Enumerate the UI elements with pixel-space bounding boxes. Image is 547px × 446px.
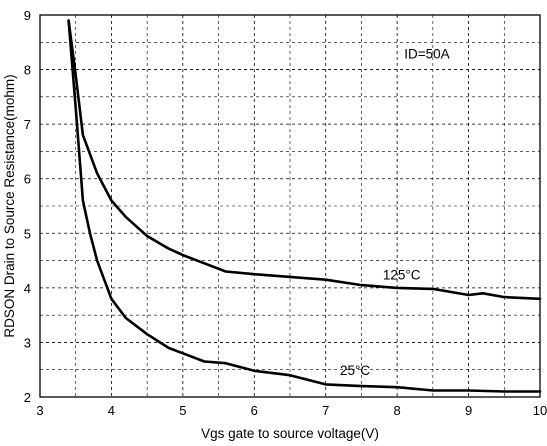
annotation-label: 25°C [340, 363, 370, 378]
y-tick-label: 2 [24, 390, 31, 405]
x-tick-label: 7 [322, 403, 329, 418]
annotations: ID=50A 125°C 25°C [340, 47, 450, 379]
series-line-25c [67, 19, 542, 393]
x-axis-label: Vgs gate to source voltage(V) [201, 426, 379, 441]
y-axis-label: RDSON Drain to Source Resistance(mohm) [2, 74, 17, 337]
y-tick-label: 6 [24, 172, 31, 187]
y-tick-label: 4 [24, 281, 31, 296]
y-tick-label: 5 [24, 226, 31, 241]
x-tick-label: 3 [36, 403, 43, 418]
annotation-label: 125°C [383, 268, 421, 283]
x-tick-label: 8 [394, 403, 401, 418]
series-layer [67, 19, 542, 393]
series-line-125c [67, 19, 542, 301]
x-tick-label: 6 [251, 403, 258, 418]
grid [40, 15, 540, 397]
x-tick-label: 5 [179, 403, 186, 418]
annotation-label: ID=50A [404, 47, 449, 62]
y-tick-label: 8 [24, 63, 31, 78]
plot-frame [39, 14, 541, 398]
x-tick-label: 4 [108, 403, 115, 418]
y-tick-label: 9 [24, 8, 31, 23]
y-tick-labels: 2 3 4 5 6 7 8 9 [24, 8, 31, 405]
y-tick-label: 7 [24, 117, 31, 132]
x-tick-label: 9 [465, 403, 472, 418]
x-tick-labels: 3 4 5 6 7 8 9 10 [36, 403, 547, 418]
y-tick-label: 3 [24, 335, 31, 350]
x-tick-label: 10 [533, 403, 547, 418]
